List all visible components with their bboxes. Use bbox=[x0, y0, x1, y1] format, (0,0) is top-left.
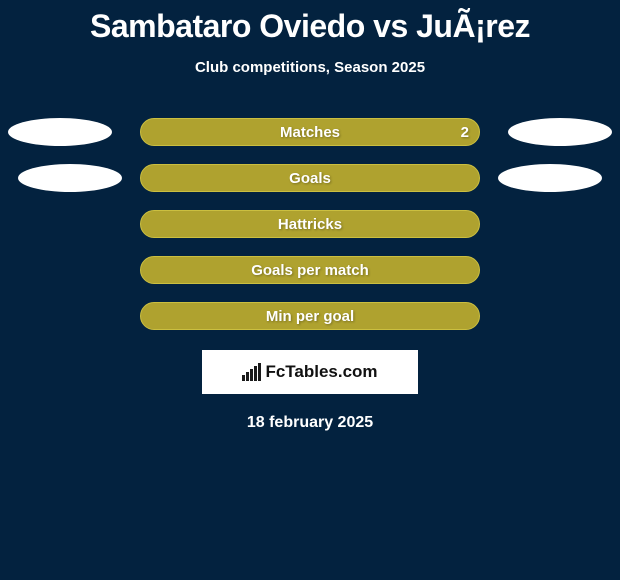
stat-bar: Matches 2 bbox=[140, 118, 480, 146]
right-ellipse bbox=[508, 118, 612, 146]
stat-row: Goals bbox=[0, 164, 620, 192]
logo-bar-segment bbox=[242, 375, 245, 381]
right-ellipse bbox=[498, 164, 602, 192]
stat-row: Hattricks bbox=[0, 210, 620, 238]
stat-label: Hattricks bbox=[278, 216, 342, 233]
logo-bar-segment bbox=[250, 369, 253, 381]
stat-label: Matches bbox=[280, 124, 340, 141]
logo-text: FcTables.com bbox=[265, 362, 377, 382]
stat-label: Min per goal bbox=[266, 308, 354, 325]
page-subtitle: Club competitions, Season 2025 bbox=[0, 59, 620, 76]
page-title: Sambataro Oviedo vs JuÃ¡rez bbox=[0, 0, 620, 45]
logo-bar-segment bbox=[254, 366, 257, 381]
logo-bars-icon bbox=[242, 363, 261, 381]
comparison-infographic: Sambataro Oviedo vs JuÃ¡rez Club competi… bbox=[0, 0, 620, 580]
logo-prefix: Fc bbox=[265, 362, 285, 381]
left-ellipse bbox=[18, 164, 122, 192]
stat-bar: Hattricks bbox=[140, 210, 480, 238]
logo-bar-segment bbox=[258, 363, 261, 381]
left-ellipse bbox=[8, 118, 112, 146]
stat-bar: Min per goal bbox=[140, 302, 480, 330]
fctables-logo: FcTables.com bbox=[242, 362, 377, 382]
stat-label: Goals per match bbox=[251, 262, 369, 279]
stat-label: Goals bbox=[289, 170, 331, 187]
stat-value-right: 2 bbox=[461, 124, 469, 141]
stat-row: Goals per match bbox=[0, 256, 620, 284]
stat-row: Min per goal bbox=[0, 302, 620, 330]
stat-row: Matches 2 bbox=[0, 118, 620, 146]
date-text: 18 february 2025 bbox=[0, 414, 620, 432]
stats-area: Matches 2 Goals Hattricks Goals per match Min… bbox=[0, 118, 620, 330]
stat-bar: Goals bbox=[140, 164, 480, 192]
stat-bar: Goals per match bbox=[140, 256, 480, 284]
logo-box: FcTables.com bbox=[202, 350, 418, 394]
logo-bar-segment bbox=[246, 372, 249, 381]
logo-suffix: Tables.com bbox=[285, 362, 377, 381]
